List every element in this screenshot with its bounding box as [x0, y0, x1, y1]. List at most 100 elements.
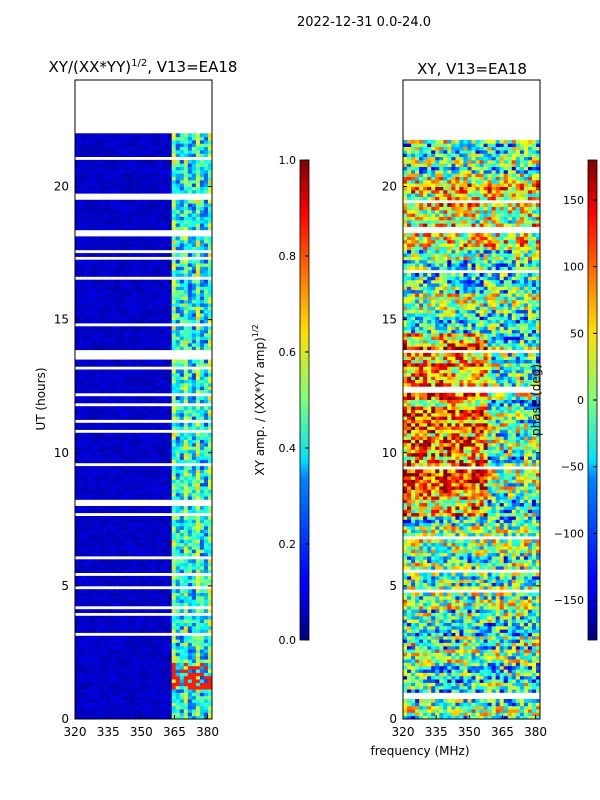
heatmap-cell: [107, 459, 112, 464]
heatmap-cell: [79, 519, 84, 524]
heatmap-cell: [203, 442, 209, 447]
heatmap-cell: [183, 336, 189, 341]
heatmap-cell: [167, 526, 173, 530]
heatmap-cell: [83, 705, 88, 710]
heatmap-cell: [111, 159, 116, 164]
heatmap-cell: [123, 679, 128, 683]
heatmap-cell: [119, 153, 124, 157]
heatmap-cell: [119, 489, 124, 494]
heatmap-cell: [91, 675, 96, 680]
heatmap-cell: [131, 359, 136, 364]
heatmap-cell: [171, 466, 177, 470]
heatmap-cell: [75, 486, 80, 490]
heatmap-cell: [75, 496, 80, 500]
heatmap-cell: [79, 496, 84, 500]
heatmap-cell: [143, 279, 148, 284]
heatmap-cell: [159, 472, 165, 477]
heatmap-cell: [107, 439, 112, 444]
heatmap-cell: [95, 669, 100, 673]
heatmap-cell: [159, 206, 165, 211]
heatmap-cell: [203, 679, 209, 683]
heatmap-cell: [175, 622, 181, 627]
heatmap-cell: [131, 289, 136, 294]
heatmap-cell: [175, 409, 181, 414]
heatmap-cell: [208, 243, 213, 247]
heatmap-cell: [111, 685, 116, 690]
heatmap-cell: [195, 359, 201, 364]
heatmap-cell: [83, 163, 88, 167]
heatmap-cell: [87, 659, 92, 663]
heatmap-cell: [195, 712, 201, 717]
heatmap-cell: [119, 286, 124, 291]
heatmap-cell: [151, 649, 157, 653]
heatmap-cell: [75, 625, 80, 630]
heatmap-cell: [111, 516, 116, 520]
heatmap-cell: [195, 665, 201, 670]
heatmap-cell: [155, 476, 161, 480]
heatmap-cell: [131, 316, 136, 321]
heatmap-cell: [87, 199, 92, 204]
heatmap-cell: [187, 149, 193, 154]
heatmap-cell: [203, 602, 209, 607]
heatmap-cell: [127, 436, 132, 440]
heatmap-cell: [191, 509, 197, 514]
heatmap-cell: [111, 279, 116, 284]
heatmap-cell: [75, 422, 80, 427]
heatmap-cell: [167, 239, 173, 244]
heatmap-cell: [147, 346, 152, 351]
heatmap-cell: [95, 213, 100, 217]
heatmap-cell: [103, 569, 108, 573]
heatmap-cell: [159, 303, 165, 307]
heatmap-cell: [79, 299, 84, 304]
heatmap-cell: [159, 253, 165, 257]
heatmap-cell: [147, 173, 152, 177]
heatmap-cell: [107, 236, 112, 241]
heatmap-cell: [191, 293, 197, 297]
heatmap-cell: [95, 642, 100, 647]
heatmap-cell: [203, 396, 209, 400]
heatmap-cell: [147, 432, 152, 437]
heatmap-cell: [123, 382, 128, 387]
heatmap-cell: [111, 283, 116, 287]
heatmap-cell: [208, 303, 213, 307]
heatmap-cell: [95, 313, 100, 317]
heatmap-cell: [79, 449, 84, 454]
heatmap-cell: [175, 645, 181, 650]
heatmap-cell: [103, 293, 108, 297]
heatmap-cell: [195, 223, 201, 227]
heatmap-cell: [167, 669, 173, 673]
heatmap-cell: [208, 436, 213, 440]
heatmap-cell: [91, 173, 96, 177]
heatmap-cell: [179, 316, 185, 321]
heatmap-cell: [167, 489, 173, 494]
heatmap-cell: [151, 243, 157, 247]
heatmap-cell: [203, 259, 209, 264]
heatmap-cell: [123, 565, 128, 570]
heatmap-cell: [191, 359, 197, 364]
heatmap-cell: [151, 442, 157, 447]
heatmap-cell: [163, 412, 169, 417]
heatmap-cell: [99, 472, 104, 477]
heatmap-cell: [87, 203, 92, 207]
heatmap-cell: [203, 316, 209, 321]
heatmap-cell: [91, 472, 96, 477]
heatmap-cell: [155, 416, 161, 420]
heatmap-cell: [208, 479, 213, 484]
heatmap-cell: [139, 659, 144, 663]
heatmap-cell: [159, 336, 165, 341]
heatmap-cell: [99, 689, 104, 693]
heatmap-cell: [79, 139, 84, 144]
heatmap-cell: [99, 169, 104, 174]
heatmap-cell: [131, 639, 136, 643]
heatmap-cell: [171, 253, 177, 257]
heatmap-cell: [203, 472, 209, 477]
heatmap-cell: [87, 582, 92, 587]
heatmap-cell: [135, 199, 140, 204]
heatmap-cell: [151, 246, 157, 251]
heatmap-cell: [75, 389, 80, 394]
heatmap-cell: [135, 575, 140, 580]
heatmap-cell: [191, 209, 197, 214]
heatmap-cell: [143, 442, 148, 447]
heatmap-cell: [199, 153, 205, 157]
heatmap-cell: [83, 659, 88, 663]
